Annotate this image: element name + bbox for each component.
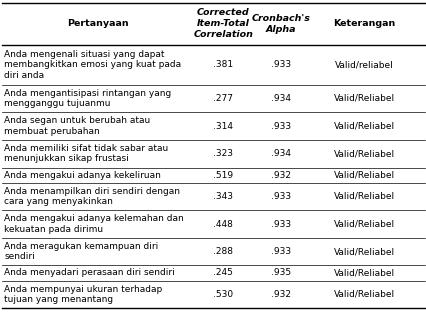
Text: .933: .933 (270, 60, 290, 69)
Text: Anda mengantisipasi rintangan yang
mengganggu tujuanmu: Anda mengantisipasi rintangan yang mengg… (4, 89, 171, 108)
Text: .933: .933 (270, 247, 290, 256)
Text: Keterangan: Keterangan (332, 19, 394, 28)
Text: Pertanyaan: Pertanyaan (67, 19, 129, 28)
Text: Valid/Reliabel: Valid/Reliabel (333, 192, 394, 201)
Text: Valid/Reliabel: Valid/Reliabel (333, 171, 394, 180)
Text: Valid/reliabel: Valid/reliabel (334, 60, 392, 69)
Text: .519: .519 (213, 171, 233, 180)
Text: .277: .277 (213, 94, 233, 103)
Text: Anda mempunyai ukuran terhadap
tujuan yang menantang: Anda mempunyai ukuran terhadap tujuan ya… (4, 284, 162, 304)
Text: .381: .381 (213, 60, 233, 69)
Text: .933: .933 (270, 192, 290, 201)
Text: Anda mengakui adanya kelemahan dan
kekuatan pada dirimu: Anda mengakui adanya kelemahan dan kekua… (4, 214, 184, 234)
Text: Anda mengakui adanya kekeliruan: Anda mengakui adanya kekeliruan (4, 171, 161, 180)
Text: Corrected
Item-Total
Correlation: Corrected Item-Total Correlation (193, 8, 253, 40)
Text: Valid/Reliabel: Valid/Reliabel (333, 94, 394, 103)
Text: .932: .932 (270, 290, 290, 299)
Text: .933: .933 (270, 219, 290, 229)
Text: Valid/Reliabel: Valid/Reliabel (333, 268, 394, 278)
Text: Cronbach's
Alpha: Cronbach's Alpha (251, 14, 309, 34)
Text: .933: .933 (270, 122, 290, 131)
Text: .245: .245 (213, 268, 233, 278)
Text: Anda menampilkan diri sendiri dengan
cara yang menyakinkan: Anda menampilkan diri sendiri dengan car… (4, 187, 180, 206)
Text: Valid/Reliabel: Valid/Reliabel (333, 290, 394, 299)
Text: .935: .935 (270, 268, 290, 278)
Text: Anda memiliki sifat tidak sabar atau
menunjukkan sikap frustasi: Anda memiliki sifat tidak sabar atau men… (4, 144, 168, 163)
Text: .448: .448 (213, 219, 233, 229)
Text: .530: .530 (213, 290, 233, 299)
Text: .343: .343 (213, 192, 233, 201)
Text: Anda meragukan kemampuan diri
sendiri: Anda meragukan kemampuan diri sendiri (4, 242, 158, 261)
Text: .314: .314 (213, 122, 233, 131)
Text: Valid/Reliabel: Valid/Reliabel (333, 247, 394, 256)
Text: .288: .288 (213, 247, 233, 256)
Text: Anda menyadari perasaan diri sendiri: Anda menyadari perasaan diri sendiri (4, 268, 175, 278)
Text: Anda segan untuk berubah atau
membuat perubahan: Anda segan untuk berubah atau membuat pe… (4, 116, 150, 136)
Text: .934: .934 (270, 94, 290, 103)
Text: Valid/Reliabel: Valid/Reliabel (333, 122, 394, 131)
Text: Anda mengenali situasi yang dapat
membangkitkan emosi yang kuat pada
diri anda: Anda mengenali situasi yang dapat memban… (4, 50, 181, 79)
Text: .323: .323 (213, 149, 233, 158)
Text: .932: .932 (270, 171, 290, 180)
Text: Valid/Reliabel: Valid/Reliabel (333, 149, 394, 158)
Text: Valid/Reliabel: Valid/Reliabel (333, 219, 394, 229)
Text: .934: .934 (270, 149, 290, 158)
